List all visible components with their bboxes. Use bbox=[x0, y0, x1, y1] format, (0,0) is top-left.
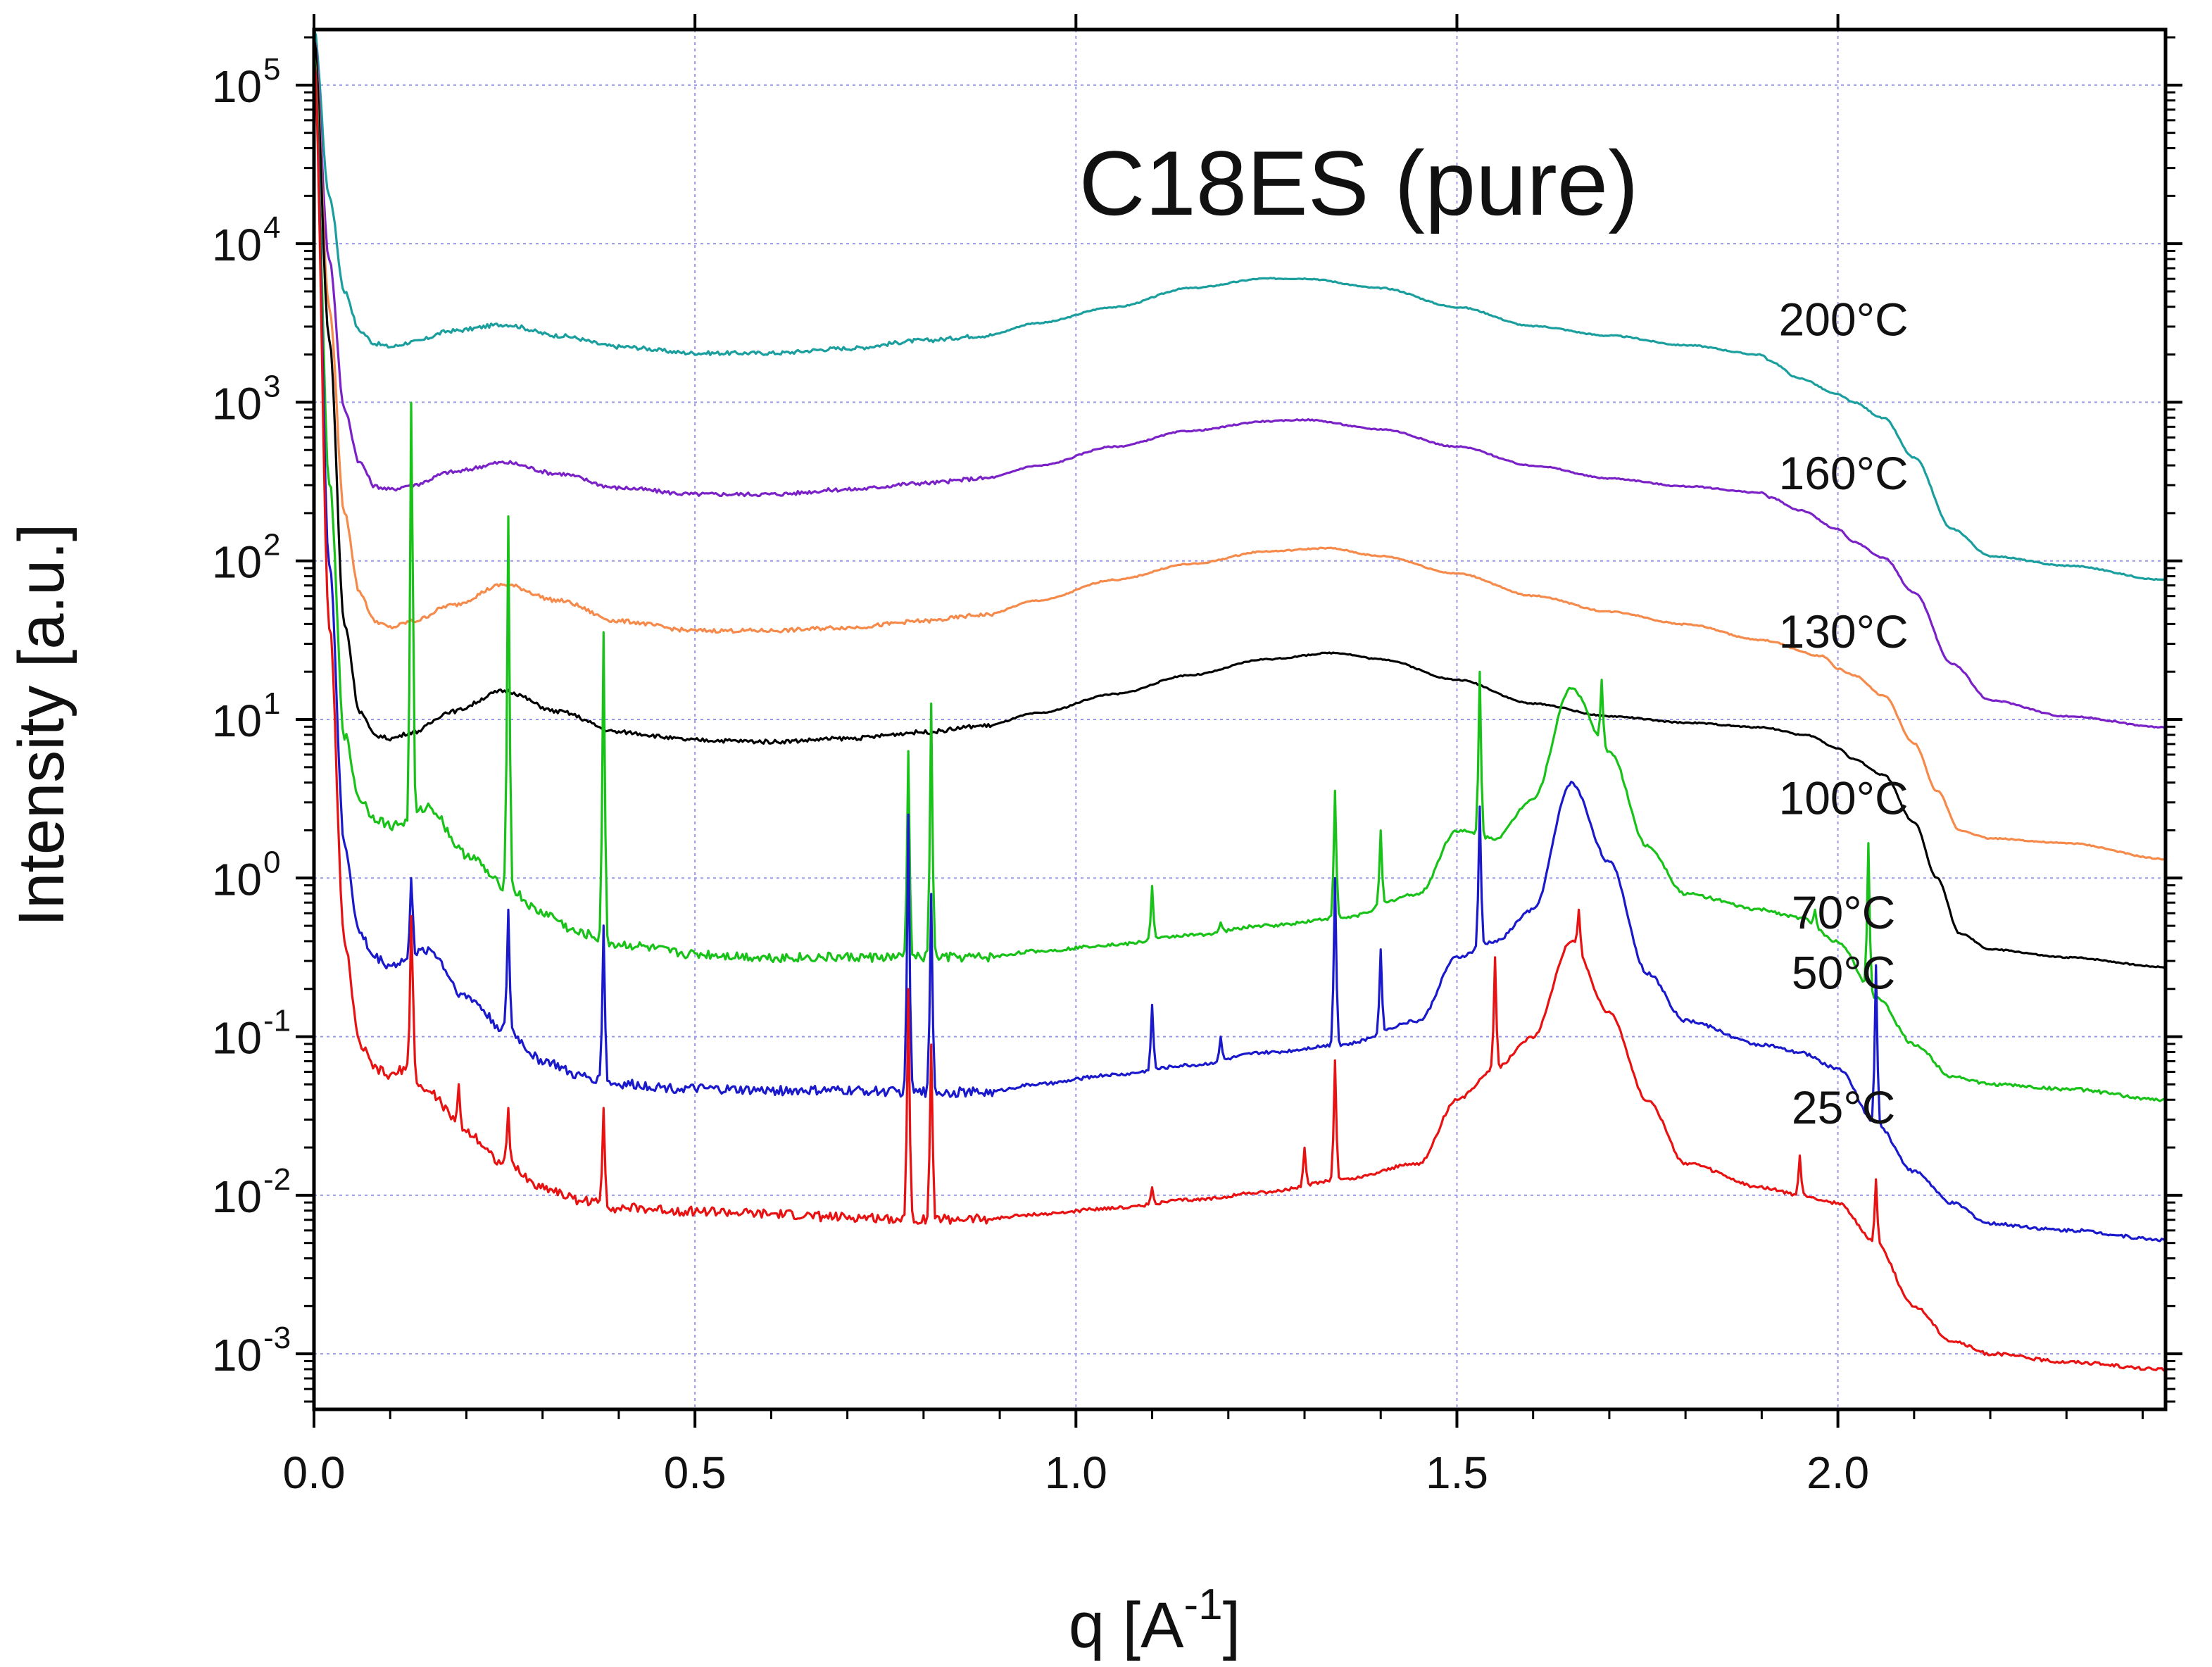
y-tick-exponent: -2 bbox=[263, 1162, 291, 1197]
y-tick-label: 10 bbox=[212, 1330, 262, 1380]
series-labels: 200°C 160°C 130°C 100°C 70°C 50°C 25°C bbox=[1779, 293, 1909, 1133]
x-tick-label: 1.5 bbox=[1426, 1447, 1488, 1498]
y-tick-label: 10 bbox=[212, 1171, 262, 1222]
series-label: 100°C bbox=[1779, 772, 1909, 824]
series-line-25c bbox=[313, 54, 2167, 1372]
x-tick-label: 2.0 bbox=[1806, 1447, 1869, 1498]
y-tick-label: 10 bbox=[212, 220, 262, 270]
y-tick-label: 10 bbox=[212, 378, 262, 429]
y-tick-label: 10 bbox=[212, 1013, 262, 1064]
series-label: 25°C bbox=[1792, 1081, 1895, 1133]
x-tick-labels: 0.0 0.5 1.0 1.5 2.0 bbox=[283, 1447, 1870, 1498]
series-line-130c bbox=[313, 37, 2167, 861]
y-tick-label: 10 bbox=[212, 537, 262, 588]
y-tick-label: 10 bbox=[212, 61, 262, 112]
x-axis-label-exponent: -1 bbox=[1183, 1580, 1222, 1629]
x-axis-label-suffix: ] bbox=[1223, 1590, 1241, 1661]
series-label: 70°C bbox=[1792, 886, 1895, 938]
series-line-160c bbox=[313, 37, 2167, 729]
series-line-200c bbox=[313, 28, 2167, 581]
y-axis-label: Intensity [a.u.] bbox=[6, 524, 77, 927]
y-tick-exponent: 2 bbox=[263, 528, 280, 562]
series-group bbox=[313, 28, 2167, 1372]
y-tick-label: 10 bbox=[212, 854, 262, 905]
y-tick-exponent: 4 bbox=[263, 210, 280, 245]
plot-frame bbox=[312, 27, 2168, 1411]
x-axis-label-text: q [A bbox=[1069, 1590, 1184, 1661]
y-tick-exponent: -1 bbox=[263, 1004, 291, 1038]
y-tick-exponent: 3 bbox=[263, 369, 280, 403]
y-tick-exponent: 5 bbox=[263, 52, 280, 87]
series-label: 130°C bbox=[1779, 605, 1909, 658]
y-tick-exponent: -3 bbox=[263, 1321, 291, 1355]
series-line-50c bbox=[313, 56, 2167, 1243]
series-line-70c bbox=[313, 49, 2167, 1102]
series-label: 160°C bbox=[1779, 447, 1909, 499]
y-tick-exponent: 0 bbox=[263, 845, 280, 879]
x-tick-label: 1.0 bbox=[1045, 1447, 1107, 1498]
chart-title: C18ES (pure) bbox=[1079, 132, 1639, 234]
series-label: 200°C bbox=[1779, 293, 1909, 345]
y-tick-label: 10 bbox=[212, 696, 262, 746]
x-tick-label: 0.0 bbox=[283, 1447, 346, 1498]
series-label: 50°C bbox=[1792, 946, 1895, 998]
y-tick-exponent: 1 bbox=[263, 686, 280, 721]
x-axis-label: q [A-1] bbox=[1069, 1580, 1240, 1661]
x-tick-label: 0.5 bbox=[664, 1447, 727, 1498]
series-line-100c bbox=[313, 36, 2167, 969]
